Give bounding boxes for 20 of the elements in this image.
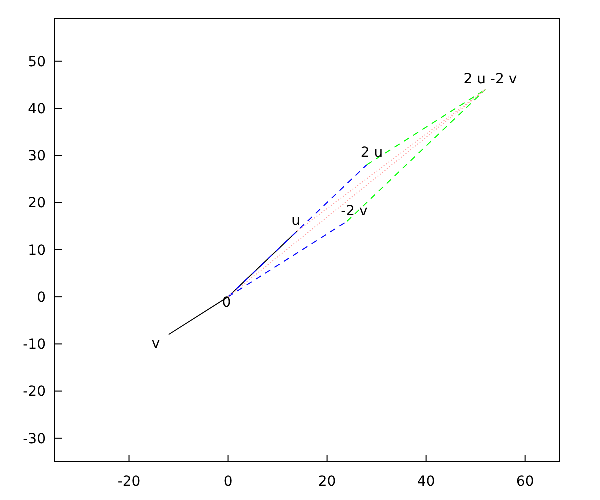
x-tick-label: 0 xyxy=(224,474,233,490)
x-tick-label: 40 xyxy=(417,474,436,490)
annotation: v xyxy=(152,336,160,352)
annotation: u xyxy=(292,213,300,230)
x-tick-label: 20 xyxy=(318,474,336,490)
x-tick-label: -20 xyxy=(118,474,141,490)
y-tick-label: 40 xyxy=(28,101,46,118)
y-tick-label: 30 xyxy=(28,148,46,165)
annotation: 2 u -2 v xyxy=(464,72,518,88)
y-tick-label: 0 xyxy=(37,290,46,306)
y-tick-label: 50 xyxy=(28,54,46,70)
annotation: 2 u xyxy=(360,145,384,162)
x-tick-label: 60 xyxy=(516,474,534,490)
annotation: 0 xyxy=(222,295,232,312)
y-tick-label: -20 xyxy=(23,384,46,400)
y-tick-label: 20 xyxy=(28,196,46,212)
y-tick-label: 10 xyxy=(28,242,46,259)
y-tick-label: -10 xyxy=(23,337,46,354)
annotation: -2 v xyxy=(341,204,368,220)
y-tick-label: -30 xyxy=(23,431,46,448)
